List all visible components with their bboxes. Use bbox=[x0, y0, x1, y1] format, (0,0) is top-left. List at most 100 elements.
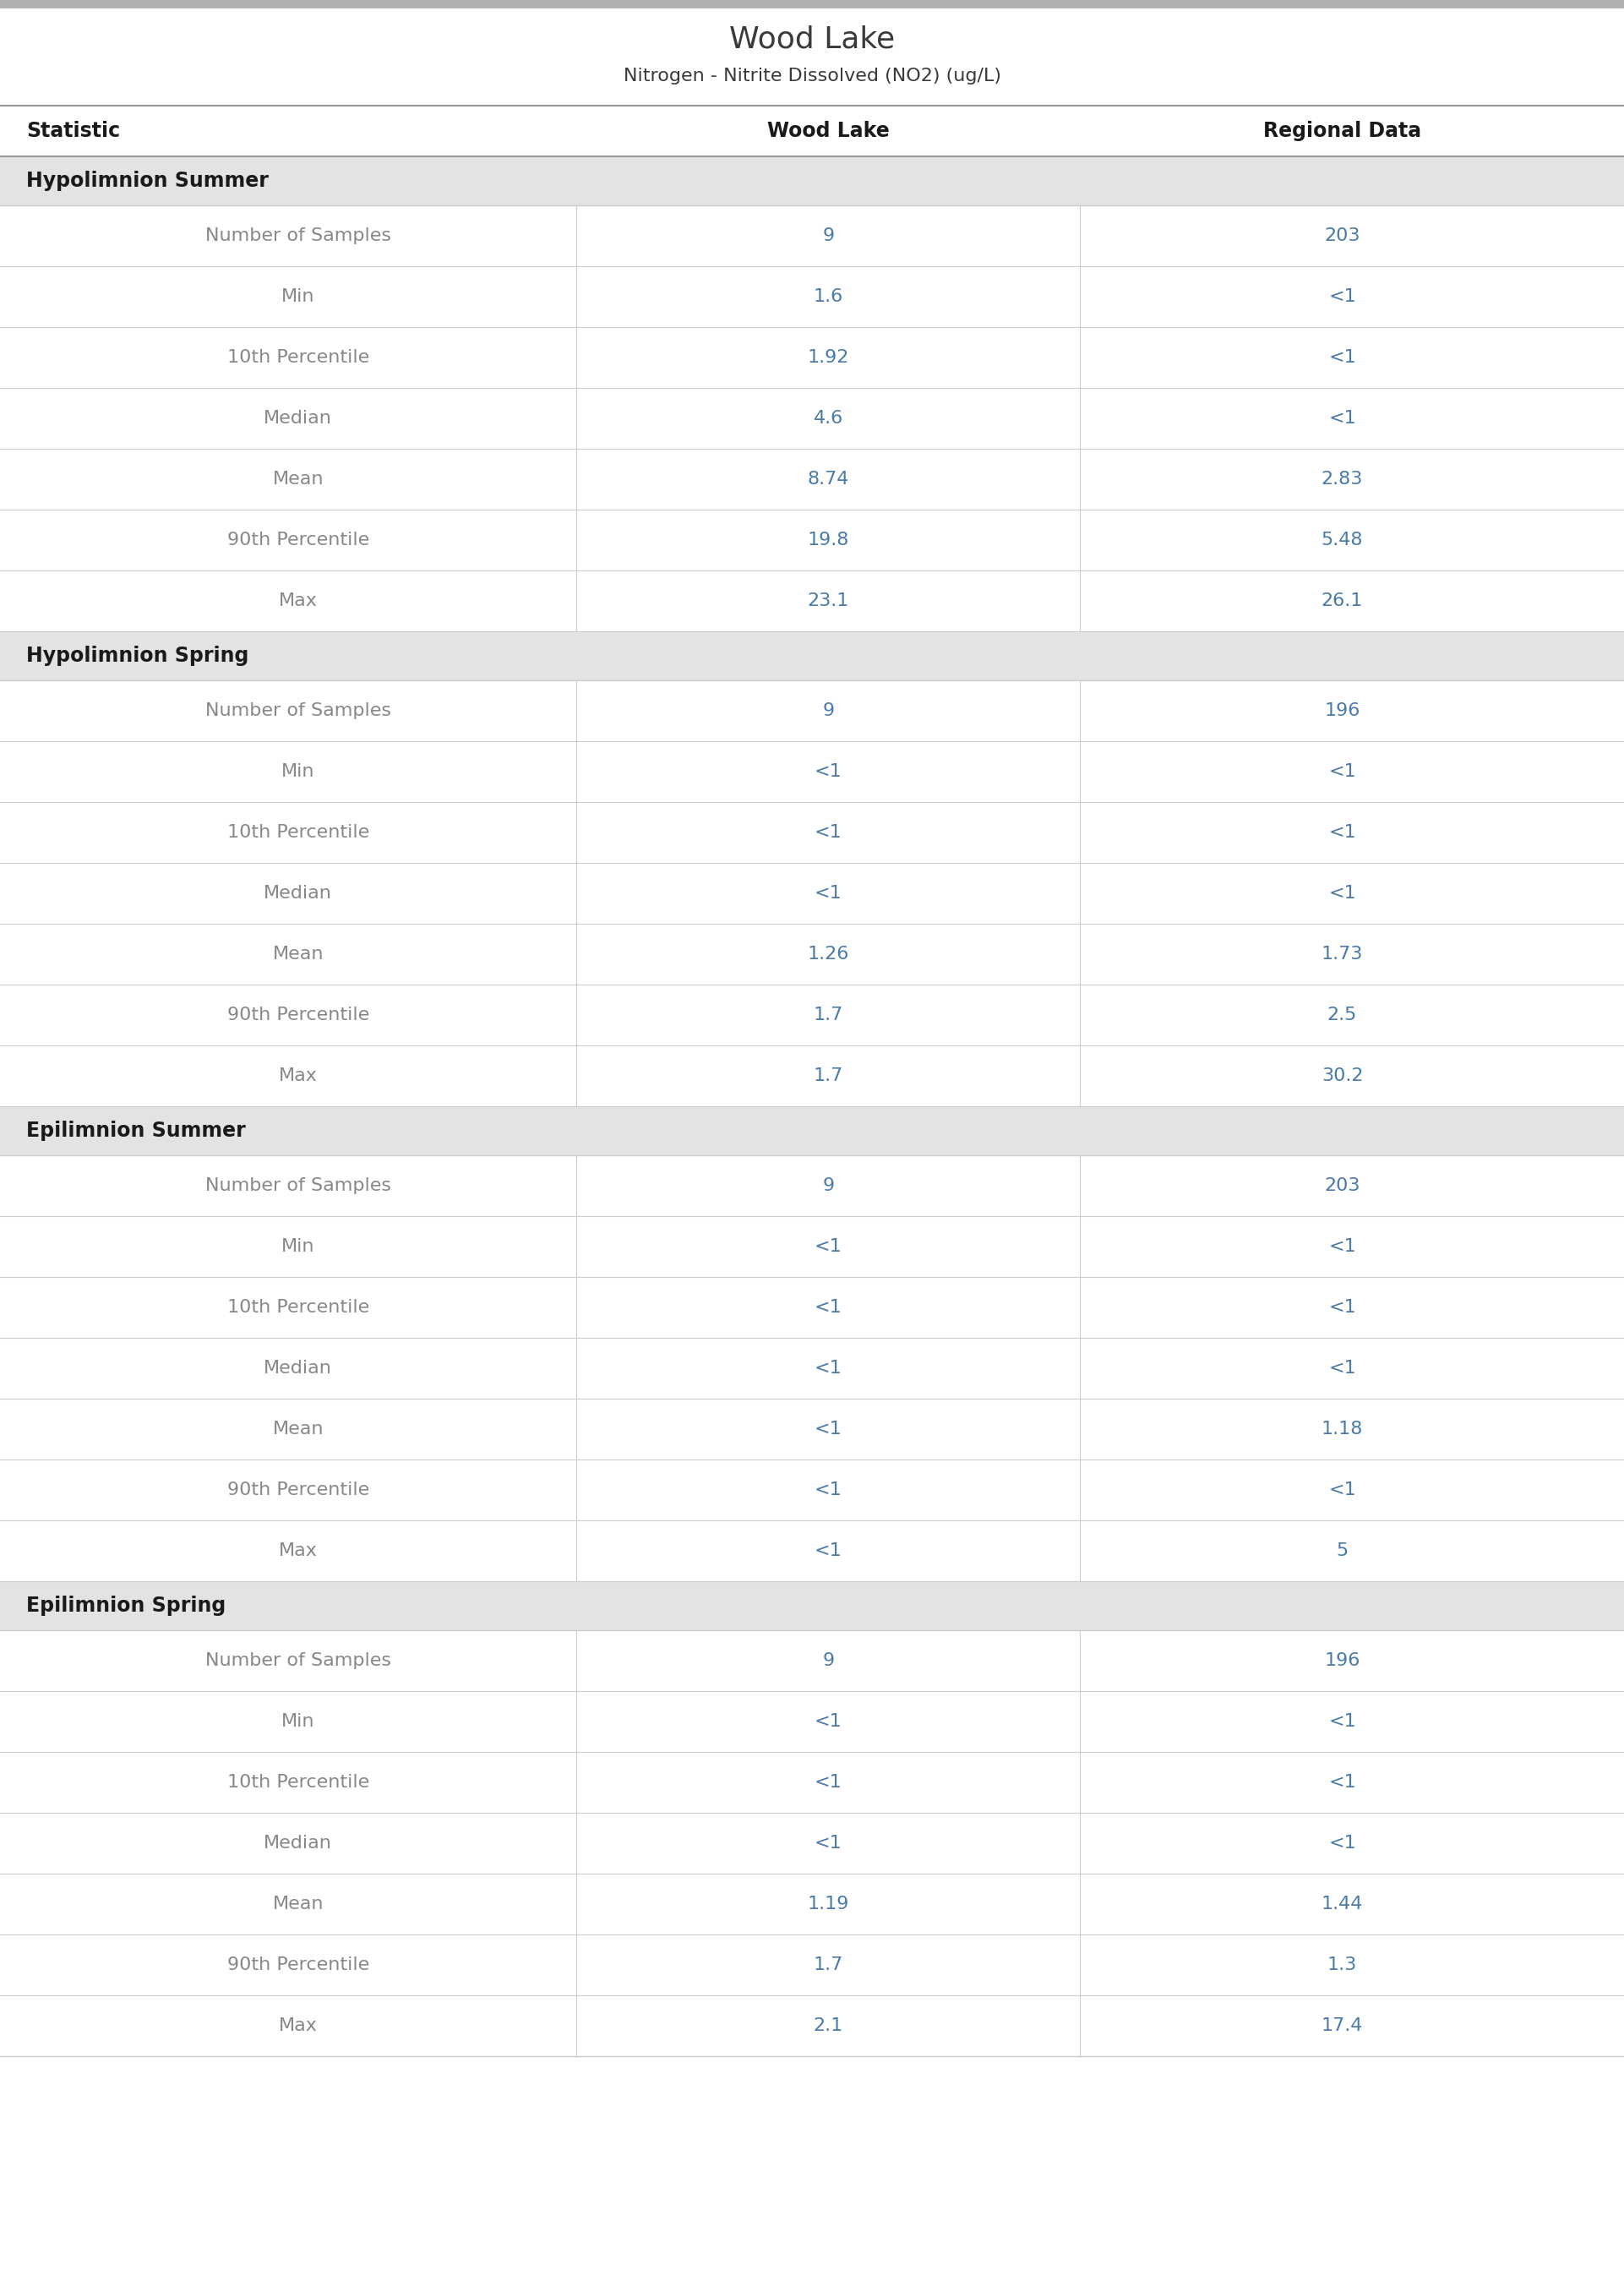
Text: 1.26: 1.26 bbox=[807, 947, 849, 962]
Text: 2.5: 2.5 bbox=[1327, 1006, 1358, 1024]
Text: Mean: Mean bbox=[273, 1895, 323, 1914]
Text: 23.1: 23.1 bbox=[807, 592, 849, 608]
Bar bbox=[0, 1521, 1624, 1582]
Text: 203: 203 bbox=[1324, 227, 1361, 245]
Bar bbox=[0, 1814, 1624, 1873]
Text: 8.74: 8.74 bbox=[807, 470, 849, 488]
Text: <1: <1 bbox=[814, 1541, 843, 1559]
Bar bbox=[0, 1217, 1624, 1278]
Text: Wood Lake: Wood Lake bbox=[767, 120, 890, 141]
Text: Number of Samples: Number of Samples bbox=[205, 701, 391, 720]
Text: 10th Percentile: 10th Percentile bbox=[227, 350, 369, 365]
Text: Max: Max bbox=[279, 592, 317, 608]
Text: Hypolimnion Spring: Hypolimnion Spring bbox=[26, 645, 248, 665]
Text: Mean: Mean bbox=[273, 1421, 323, 1437]
Bar bbox=[0, 1105, 1624, 1155]
Text: <1: <1 bbox=[814, 1360, 843, 1376]
Text: <1: <1 bbox=[1328, 350, 1356, 365]
Text: Median: Median bbox=[263, 885, 333, 901]
Text: <1: <1 bbox=[1328, 885, 1356, 901]
Text: 9: 9 bbox=[822, 1178, 835, 1194]
Text: Epilimnion Summer: Epilimnion Summer bbox=[26, 1121, 245, 1142]
Text: Wood Lake: Wood Lake bbox=[729, 25, 895, 54]
Text: 1.19: 1.19 bbox=[807, 1895, 849, 1914]
Bar bbox=[0, 681, 1624, 742]
Text: <1: <1 bbox=[1328, 411, 1356, 427]
Text: Hypolimnion Summer: Hypolimnion Summer bbox=[26, 170, 268, 191]
Text: Min: Min bbox=[281, 1714, 315, 1730]
Bar bbox=[0, 388, 1624, 449]
Text: <1: <1 bbox=[1328, 763, 1356, 781]
Text: <1: <1 bbox=[814, 1773, 843, 1791]
Bar bbox=[0, 1582, 1624, 1630]
Text: <1: <1 bbox=[1328, 1834, 1356, 1852]
Text: Statistic: Statistic bbox=[26, 120, 120, 141]
Text: 90th Percentile: 90th Percentile bbox=[227, 531, 369, 549]
Text: <1: <1 bbox=[1328, 1237, 1356, 1255]
Text: <1: <1 bbox=[814, 885, 843, 901]
Bar bbox=[0, 9, 1624, 107]
Bar bbox=[0, 1630, 1624, 1691]
Bar bbox=[0, 1752, 1624, 1814]
Text: 9: 9 bbox=[822, 227, 835, 245]
Text: <1: <1 bbox=[814, 1421, 843, 1437]
Bar bbox=[0, 1155, 1624, 1217]
Text: Epilimnion Spring: Epilimnion Spring bbox=[26, 1596, 226, 1616]
Text: <1: <1 bbox=[814, 1714, 843, 1730]
Text: 19.8: 19.8 bbox=[807, 531, 849, 549]
Text: Number of Samples: Number of Samples bbox=[205, 1178, 391, 1194]
Bar bbox=[0, 1995, 1624, 2057]
Text: 1.7: 1.7 bbox=[814, 1067, 843, 1085]
Text: 5: 5 bbox=[1337, 1541, 1348, 1559]
Text: Number of Samples: Number of Samples bbox=[205, 1653, 391, 1668]
Bar bbox=[0, 1278, 1624, 1337]
Text: 26.1: 26.1 bbox=[1322, 592, 1363, 608]
Bar bbox=[0, 1691, 1624, 1752]
Text: 1.73: 1.73 bbox=[1322, 947, 1363, 962]
Text: Min: Min bbox=[281, 1237, 315, 1255]
Text: 1.7: 1.7 bbox=[814, 1006, 843, 1024]
Text: <1: <1 bbox=[1328, 1773, 1356, 1791]
Bar bbox=[0, 1337, 1624, 1398]
Text: 10th Percentile: 10th Percentile bbox=[227, 1773, 369, 1791]
Text: Max: Max bbox=[279, 2018, 317, 2034]
Text: Median: Median bbox=[263, 1360, 333, 1376]
Text: Max: Max bbox=[279, 1541, 317, 1559]
Text: <1: <1 bbox=[814, 763, 843, 781]
Text: 10th Percentile: 10th Percentile bbox=[227, 824, 369, 840]
Text: <1: <1 bbox=[814, 1834, 843, 1852]
Text: <1: <1 bbox=[814, 824, 843, 840]
Text: 17.4: 17.4 bbox=[1322, 2018, 1363, 2034]
Bar bbox=[0, 631, 1624, 681]
Text: <1: <1 bbox=[1328, 1298, 1356, 1317]
Text: Mean: Mean bbox=[273, 470, 323, 488]
Text: Mean: Mean bbox=[273, 947, 323, 962]
Text: 10th Percentile: 10th Percentile bbox=[227, 1298, 369, 1317]
Text: <1: <1 bbox=[814, 1482, 843, 1498]
Bar bbox=[0, 266, 1624, 327]
Text: 196: 196 bbox=[1324, 1653, 1361, 1668]
Bar bbox=[0, 985, 1624, 1046]
Bar bbox=[0, 1398, 1624, 1460]
Bar bbox=[0, 204, 1624, 266]
Text: <1: <1 bbox=[1328, 1360, 1356, 1376]
Bar bbox=[0, 449, 1624, 508]
Text: 1.44: 1.44 bbox=[1322, 1895, 1363, 1914]
Bar bbox=[0, 1873, 1624, 1934]
Text: 203: 203 bbox=[1324, 1178, 1361, 1194]
Text: <1: <1 bbox=[814, 1298, 843, 1317]
Bar bbox=[0, 508, 1624, 570]
Text: 90th Percentile: 90th Percentile bbox=[227, 1482, 369, 1498]
Text: 9: 9 bbox=[822, 1653, 835, 1668]
Bar bbox=[0, 1934, 1624, 1995]
Text: 1.92: 1.92 bbox=[807, 350, 849, 365]
Text: 1.6: 1.6 bbox=[814, 288, 843, 304]
Bar bbox=[0, 327, 1624, 388]
Bar bbox=[0, 863, 1624, 924]
Text: 2.1: 2.1 bbox=[814, 2018, 843, 2034]
Text: Number of Samples: Number of Samples bbox=[205, 227, 391, 245]
Text: 2.83: 2.83 bbox=[1322, 470, 1363, 488]
Bar bbox=[0, 157, 1624, 204]
Text: <1: <1 bbox=[1328, 1714, 1356, 1730]
Bar bbox=[0, 570, 1624, 631]
